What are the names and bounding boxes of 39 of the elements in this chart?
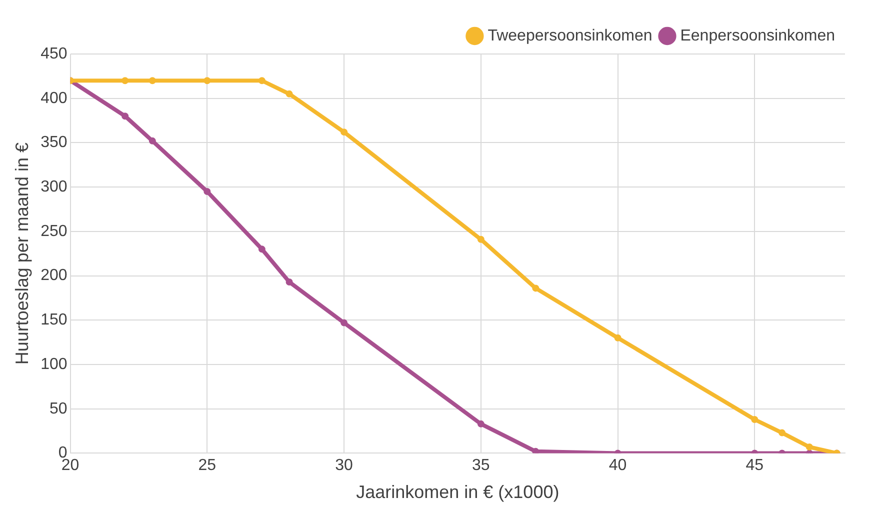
- point: [258, 77, 266, 84]
- point: [148, 77, 156, 84]
- point: [258, 246, 266, 253]
- point: [751, 416, 758, 423]
- point: [532, 448, 540, 454]
- x-tick-label: 25: [198, 457, 216, 474]
- point: [340, 128, 348, 136]
- x-tick-label: 30: [335, 457, 354, 474]
- point: [532, 284, 540, 292]
- point: [204, 77, 211, 84]
- y-tick-label: 300: [40, 178, 68, 196]
- point: [286, 90, 293, 98]
- x-tick-label: 20: [61, 457, 80, 474]
- point: [122, 77, 129, 84]
- y-tick-label: 450: [40, 45, 68, 62]
- y-tick-label: 100: [40, 356, 68, 373]
- point: [806, 443, 813, 450]
- point: [286, 278, 293, 286]
- legend-label: Eenpersoonsinkomen: [680, 27, 835, 44]
- y-tick-label: 50: [50, 400, 68, 418]
- legend-label: Tweepersoonsinkomen: [488, 27, 652, 44]
- x-axis-title: Jaarinkomen in € (x1000): [356, 482, 560, 502]
- point: [477, 236, 484, 243]
- point: [477, 420, 484, 428]
- y-tick-label: 250: [40, 222, 68, 240]
- point: [614, 334, 622, 342]
- point: [204, 188, 211, 195]
- x-tick-label: 35: [472, 457, 490, 474]
- point: [122, 112, 129, 120]
- point: [148, 137, 156, 144]
- y-tick-label: 150: [40, 312, 68, 329]
- x-tick-label: 45: [746, 457, 764, 474]
- point: [340, 319, 348, 326]
- y-tick-label: 350: [40, 134, 68, 152]
- y-tick-label: 200: [40, 267, 68, 284]
- point: [778, 429, 786, 436]
- y-axis-title: Huurtoeslag per maand in €: [12, 142, 32, 365]
- x-tick-label: 40: [608, 457, 627, 474]
- y-tick-label: 400: [40, 90, 68, 107]
